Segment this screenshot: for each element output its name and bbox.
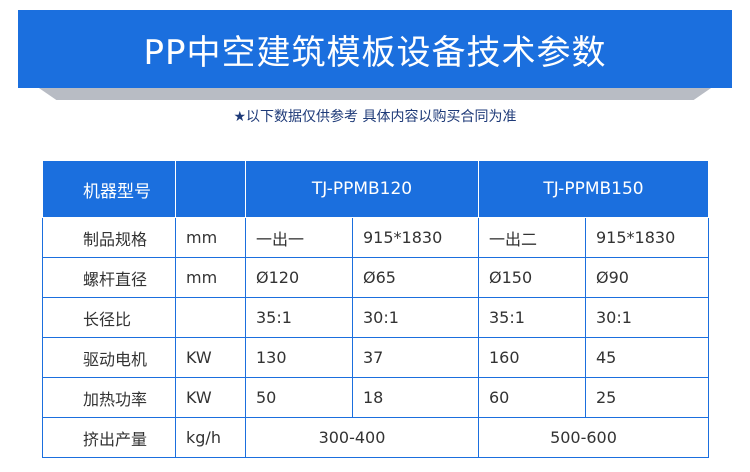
row-label: 螺杆直径 — [42, 257, 176, 298]
unit: mm — [175, 257, 246, 298]
value: Ø65 — [352, 257, 479, 298]
spec-row: 螺杆直径 mm Ø120 Ø65 Ø150 Ø90 — [42, 257, 709, 298]
row-label: 长径比 — [42, 297, 176, 338]
title: PP中空建筑模板设备技术参数 — [18, 10, 732, 88]
value: 35:1 — [478, 297, 586, 338]
value: 160 — [478, 337, 586, 378]
unit: KW — [175, 377, 246, 418]
spec-row: 加热功率 KW 50 18 60 25 — [42, 377, 709, 418]
value: Ø150 — [478, 257, 586, 298]
row-label: 加热功率 — [42, 377, 176, 418]
header-row: 机器型号 TJ-PPMB120 TJ-PPMB150 — [42, 160, 709, 218]
row-label: 驱动电机 — [42, 337, 176, 378]
value: 37 — [352, 337, 479, 378]
model-name: TJ-PPMB120 — [245, 160, 479, 218]
value: 30:1 — [585, 297, 709, 338]
value: 25 — [585, 377, 709, 418]
spec-table: 机器型号 TJ-PPMB120 TJ-PPMB150 制品规格 mm 一出一 915*183… — [42, 160, 709, 458]
unit — [175, 297, 246, 338]
unit: mm — [175, 217, 246, 258]
value: 130 — [245, 337, 353, 378]
value: 915*1830 — [585, 217, 709, 258]
spec-row: 制品规格 mm 一出一 915*1830 一出二 915*1830 — [42, 217, 709, 258]
row-label: 挤出产量 — [42, 417, 176, 458]
spec-row: 挤出产量 kg/h 300-400 500-600 — [42, 417, 709, 458]
value: 一出一 — [245, 217, 353, 258]
value: 18 — [352, 377, 479, 418]
header-label: 机器型号 — [42, 160, 176, 218]
value: 50 — [245, 377, 353, 418]
unit: KW — [175, 337, 246, 378]
value: 35:1 — [245, 297, 353, 338]
value: 60 — [478, 377, 586, 418]
value: Ø90 — [585, 257, 709, 298]
row-label: 制品规格 — [42, 217, 176, 258]
spec-row: 长径比 35:1 30:1 35:1 30:1 — [42, 297, 709, 338]
value: Ø120 — [245, 257, 353, 298]
value: 45 — [585, 337, 709, 378]
header-unit — [175, 160, 246, 218]
note: ★以下数据仅供参考 具体内容以购买合同为准 — [233, 109, 517, 125]
model-name: TJ-PPMB150 — [478, 160, 709, 218]
unit: kg/h — [175, 417, 246, 458]
banner-shadow — [36, 86, 714, 100]
spec-row: 驱动电机 KW 130 37 160 45 — [42, 337, 709, 378]
value: 30:1 — [352, 297, 479, 338]
value: 300-400 — [245, 417, 479, 458]
value: 500-600 — [478, 417, 709, 458]
value: 一出二 — [478, 217, 586, 258]
value: 915*1830 — [352, 217, 479, 258]
